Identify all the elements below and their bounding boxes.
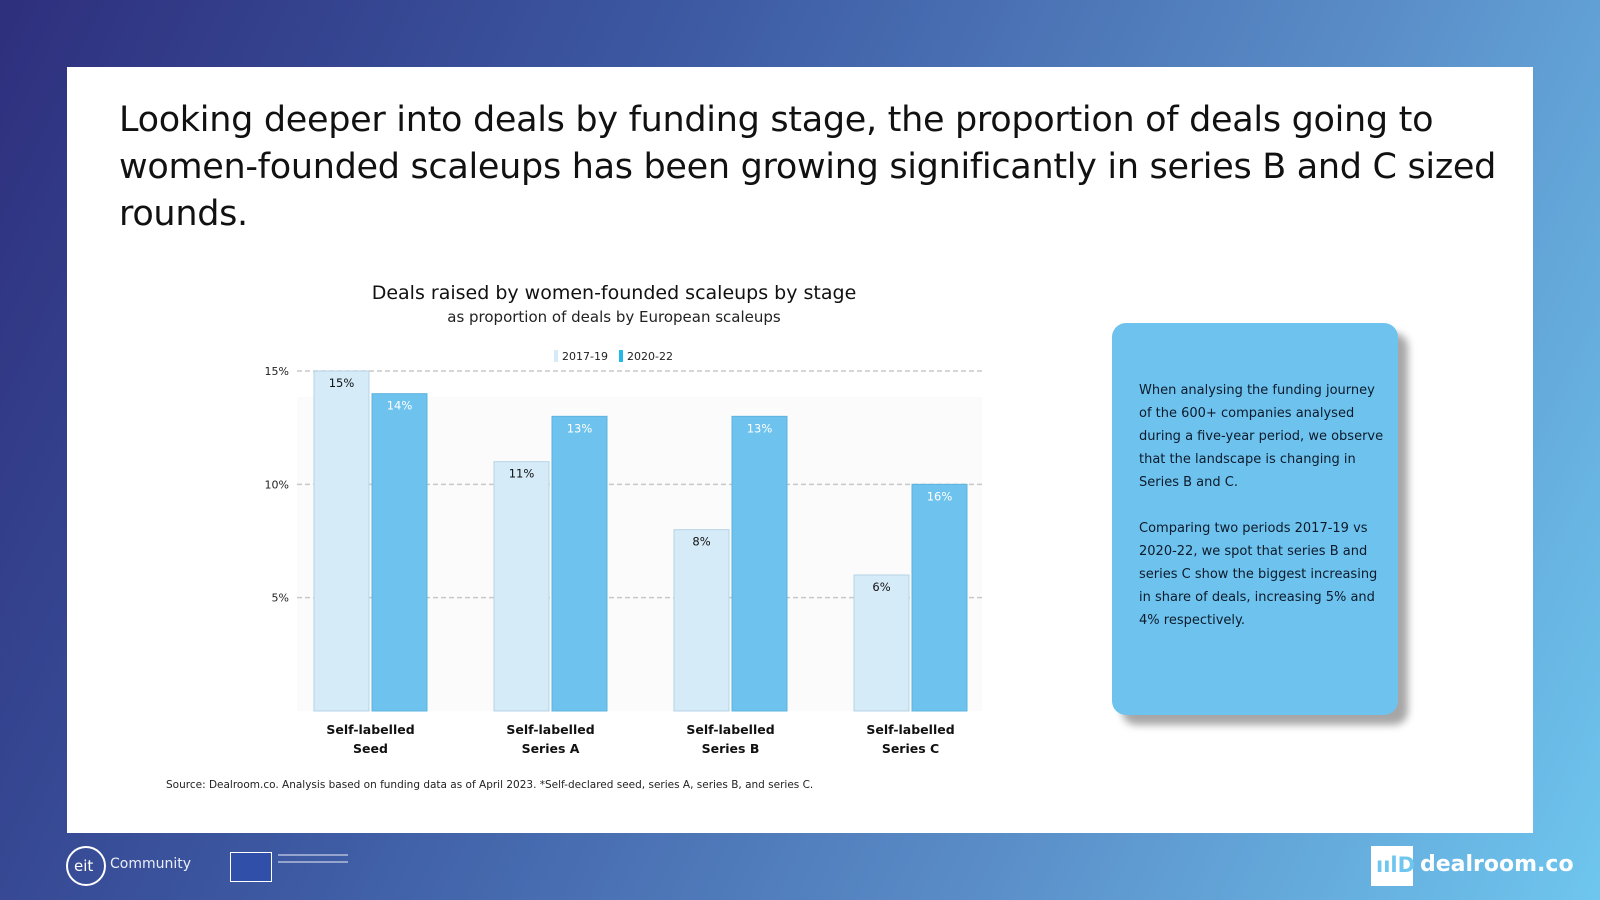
bar [911,483,968,712]
eit-community-label: Community [110,856,192,872]
headline: Looking deeper into deals by funding sta… [119,100,1497,234]
x-tick-label: Self-labelled [506,722,594,737]
x-tick-label: Series C [882,741,939,756]
x-tick-label: Seed [353,741,388,756]
bar [853,574,910,712]
x-tick-label: Series B [702,741,760,756]
insight-paragraph-2: Comparing two periods 2017-19 vs 2020-22… [1139,521,1378,628]
bar-data-label: 14% [387,399,413,413]
bar [493,461,550,712]
dealroom-logo-icon: ıılD [1371,846,1416,886]
chart-title: Deals raised by women-founded scaleups b… [372,282,857,304]
x-axis-labels: Self-labelled Seed Self-labelled Series A Se… [326,722,954,756]
bar-data-label: 8% [692,535,710,549]
insight-paragraph-1: When analysing the funding journey of th… [1139,383,1384,490]
eu-funding-text-icon [278,854,348,868]
legend-swatch [554,350,558,362]
chart-legend: 2017-19 2020-22 [554,350,673,363]
legend-label: 2020-22 [627,350,673,363]
funding-stage-chart: Deals raised by women-founded scaleups b… [265,282,982,756]
legend-label: 2017-19 [562,350,608,363]
insight-text: When analysing the funding journey of th… [1139,379,1385,655]
dealroom-brand: dealroom.co [1420,852,1574,877]
y-tick-label: 15% [265,365,289,378]
bar [731,415,788,712]
y-tick-label: 5% [272,592,289,605]
bar-data-label: 16% [927,489,953,503]
chart-subtitle: as proportion of deals by European scale… [447,308,781,326]
x-tick-label: Self-labelled [686,722,774,737]
slide: Looking deeper into deals by funding sta… [67,67,1533,833]
eu-flag-icon [230,852,272,882]
bar-data-label: 13% [567,421,593,435]
chart-bars: 15% 14% 11% 13% 8% 13% 6% 16% [313,370,968,712]
dealroom-logo-mark: ıılD [1376,853,1416,877]
x-tick-label: Self-labelled [326,722,414,737]
x-tick-label: Series A [522,741,580,756]
x-tick-label: Self-labelled [866,722,954,737]
bar [313,370,370,712]
bar [551,415,608,712]
bar-data-label: 11% [509,467,535,481]
eit-logo-icon: eit [66,846,106,886]
insight-card: When analysing the funding journey of th… [1112,323,1398,715]
bar-data-label: 15% [329,376,355,390]
y-tick-label: 10% [265,478,289,491]
legend-swatch [619,350,623,362]
source-note: Source: Dealroom.co. Analysis based on f… [166,779,814,791]
bar-data-label: 6% [872,580,890,594]
bar [371,393,428,712]
bar [673,529,730,712]
eit-mark: eit [74,857,94,875]
bar-data-label: 13% [747,421,773,435]
